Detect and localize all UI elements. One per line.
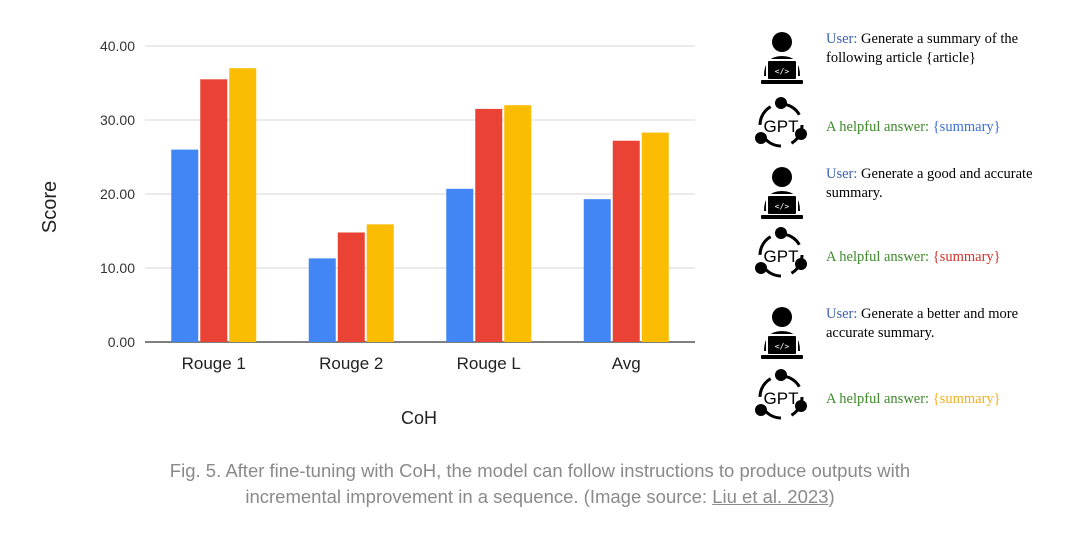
speaker-label: User: bbox=[826, 306, 858, 322]
y-tick-label: 10.00 bbox=[100, 260, 135, 276]
answer-text: A helpful answer: {summary} bbox=[826, 118, 1066, 137]
gpt-cycle-icon: GPT bbox=[755, 369, 807, 420]
gridlines bbox=[145, 45, 695, 343]
svg-text:GPT: GPT bbox=[764, 389, 799, 408]
bar bbox=[475, 108, 503, 343]
speaker-label: A helpful answer: bbox=[826, 391, 930, 407]
bar bbox=[504, 105, 532, 342]
prompt-text: Generate a better and more accurate summ… bbox=[826, 306, 1019, 341]
user-prompt-text: User: Generate a summary of the followin… bbox=[826, 30, 1066, 68]
gpt-cycle-icon: GPT bbox=[755, 97, 807, 148]
x-tick-label: Rouge 1 bbox=[182, 354, 246, 373]
svg-text:GPT: GPT bbox=[764, 247, 799, 266]
prompt-text: Generate a good and accurate summary. bbox=[826, 166, 1033, 201]
svg-text:</>: </> bbox=[775, 202, 790, 211]
user-prompt-text: User: Generate a good and accurate summa… bbox=[826, 165, 1066, 203]
y-tick-label: 40.00 bbox=[100, 38, 135, 54]
y-tick-label: 0.00 bbox=[108, 334, 135, 350]
user-prompt-2: </> User: Generate a good and accurate s… bbox=[750, 165, 1070, 225]
user-laptop-icon: </> bbox=[761, 167, 803, 219]
figure-caption: Fig. 5. After fine-tuning with CoH, the … bbox=[130, 458, 950, 510]
bar bbox=[337, 232, 365, 342]
y-tick-label: 30.00 bbox=[100, 112, 135, 128]
answer-text: A helpful answer: {summary} bbox=[826, 390, 1066, 409]
bars bbox=[171, 68, 669, 343]
gpt-answer-2: GPT A helpful answer: {summary} bbox=[750, 227, 1070, 288]
y-axis-ticks: 0.00 10.00 20.00 30.00 40.00 bbox=[100, 38, 135, 350]
user-prompt-3: </> User: Generate a better and more acc… bbox=[750, 305, 1070, 365]
summary-placeholder: {summary} bbox=[932, 249, 1001, 265]
svg-text:GPT: GPT bbox=[764, 117, 799, 136]
bar bbox=[446, 188, 474, 342]
x-tick-label: Rouge L bbox=[457, 354, 521, 373]
svg-text:</>: </> bbox=[775, 342, 790, 351]
bar bbox=[171, 149, 199, 342]
prompt-text: Generate a summary of the following arti… bbox=[826, 31, 1019, 66]
summary-placeholder: {summary} bbox=[932, 391, 1001, 407]
chain-of-hindsight-panel: </> User: Generate a summary of the foll… bbox=[750, 30, 1070, 430]
gpt-cycle-icon: GPT bbox=[755, 227, 807, 278]
gpt-answer-3: GPT A helpful answer: {summary} bbox=[750, 369, 1070, 430]
speaker-label: User: bbox=[826, 166, 858, 182]
speaker-label: A helpful answer: bbox=[826, 119, 930, 135]
answer-text: A helpful answer: {summary} bbox=[826, 248, 1066, 267]
bar bbox=[583, 199, 611, 342]
x-tick-label: Avg bbox=[612, 354, 641, 373]
bar bbox=[308, 258, 336, 342]
summary-placeholder: {summary} bbox=[932, 119, 1001, 135]
x-tick-label: Rouge 2 bbox=[319, 354, 383, 373]
svg-text:</>: </> bbox=[775, 67, 790, 76]
user-laptop-icon: </> bbox=[761, 307, 803, 359]
x-axis-label: CoH bbox=[401, 408, 437, 428]
bar bbox=[200, 79, 228, 343]
x-axis-ticks: Rouge 1 Rouge 2 Rouge L Avg bbox=[182, 354, 641, 373]
source-link[interactable]: Liu et al. 2023 bbox=[712, 486, 829, 507]
user-prompt-text: User: Generate a better and more accurat… bbox=[826, 305, 1066, 343]
gpt-answer-1: GPT A helpful answer: {summary} bbox=[750, 97, 1070, 158]
bar bbox=[612, 140, 640, 342]
speaker-label: User: bbox=[826, 31, 858, 47]
y-axis-label: Score bbox=[39, 181, 61, 233]
speaker-label: A helpful answer: bbox=[826, 249, 930, 265]
y-tick-label: 20.00 bbox=[100, 186, 135, 202]
caption-tail: ) bbox=[828, 486, 835, 507]
bar bbox=[366, 224, 394, 342]
caption-text: Fig. 5. After fine-tuning with CoH, the … bbox=[169, 460, 911, 507]
user-laptop-icon: </> bbox=[761, 32, 803, 84]
user-prompt-1: </> User: Generate a summary of the foll… bbox=[750, 30, 1070, 90]
bar bbox=[229, 68, 257, 342]
bar bbox=[641, 132, 669, 342]
